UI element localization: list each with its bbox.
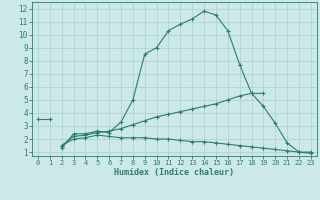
X-axis label: Humidex (Indice chaleur): Humidex (Indice chaleur) (115, 168, 234, 177)
